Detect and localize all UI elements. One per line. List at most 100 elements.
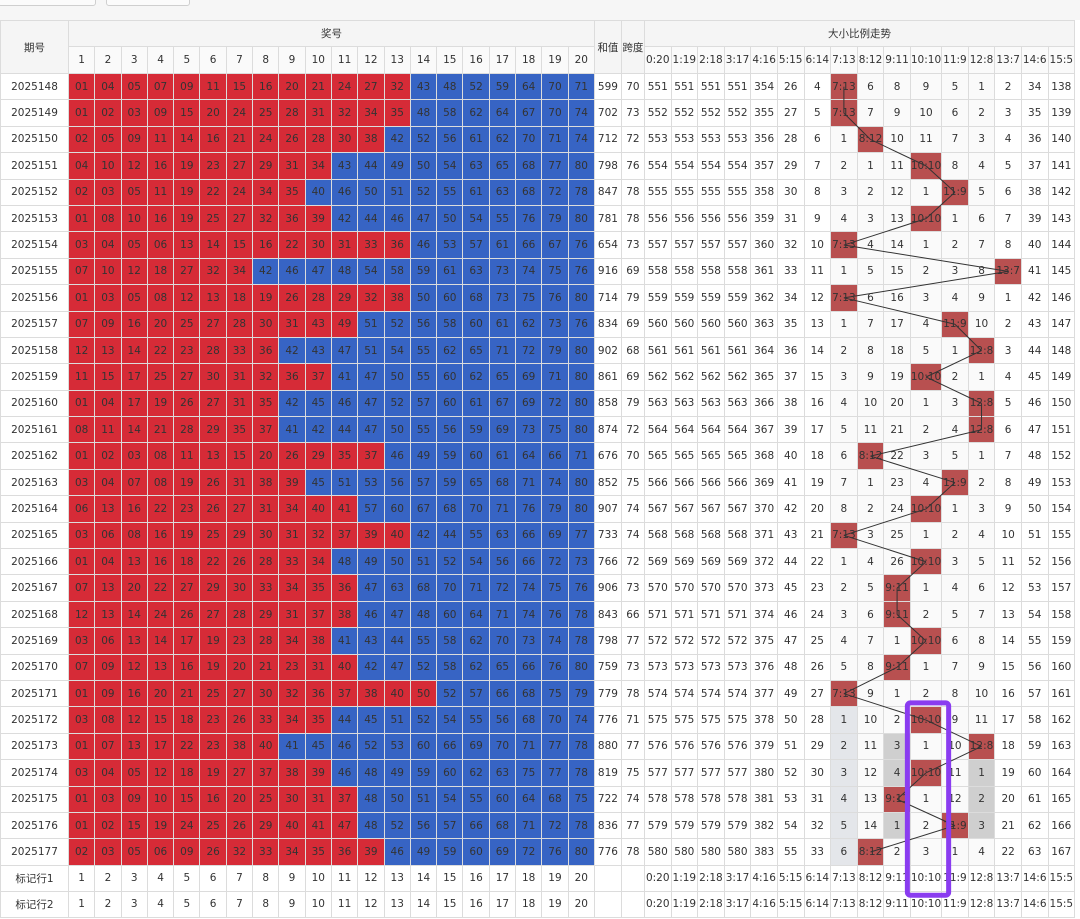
ratio-miss-cell: 37 xyxy=(776,363,805,391)
ratio-miss-cell: 567 xyxy=(723,495,752,523)
ratio-miss-cell: 40 xyxy=(776,442,805,470)
ratio-miss-cell: 10 xyxy=(967,310,996,338)
ball-number: 44 xyxy=(383,627,411,655)
ratio-miss-cell: 551 xyxy=(697,72,725,101)
ball-number: 44 xyxy=(357,152,385,180)
ball-number: 47 xyxy=(357,574,385,602)
ball-number: 52 xyxy=(462,72,490,101)
ball-number: 80 xyxy=(567,389,595,418)
ball-number: 74 xyxy=(515,257,543,286)
ratio-miss-cell: 7 xyxy=(994,442,1022,470)
draw-row: 2025157 07 09 16 20 25 27 28 30 31 43 49 51 52 56 58 60 6… xyxy=(0,310,1076,338)
marker-ball-cell: 19 xyxy=(541,890,569,918)
ball-number: 13 xyxy=(199,442,227,470)
ball-number: 59 xyxy=(409,257,438,286)
ball-column-header: 12 xyxy=(357,46,385,74)
ball-number: 17 xyxy=(120,389,148,418)
marker-ratio-cell: 13:7 xyxy=(994,890,1022,918)
ball-number: 15 xyxy=(173,99,201,127)
draw-row: 2025167 07 13 20 22 27 29 30 33 34 35 36 47 63 68 70 71 7… xyxy=(0,574,1076,602)
ratio-miss-cell: 572 xyxy=(723,627,752,655)
ratio-miss-cell: 559 xyxy=(697,284,725,312)
ratio-miss-cell: 5 xyxy=(830,416,858,444)
ratio-miss-cell: 2 xyxy=(856,178,885,206)
ball-number: 09 xyxy=(120,125,148,154)
ratio-miss-cell: 377 xyxy=(750,679,778,708)
ratio-miss-cell: 138 xyxy=(1047,72,1076,101)
ratio-miss-cell: 42 xyxy=(776,495,805,523)
ratio-miss-cell: 162 xyxy=(1047,706,1076,734)
ratio-miss-cell: 2 xyxy=(830,336,858,365)
ratio-miss-cell: 12 xyxy=(803,284,832,312)
ratio-miss-cell: 161 xyxy=(1047,679,1076,708)
ratio-miss-cell: 4 xyxy=(830,204,858,233)
sum-cell: 861 xyxy=(593,363,622,391)
ratio-miss-cell: 575 xyxy=(670,706,699,734)
ball-number: 29 xyxy=(199,574,227,602)
ratio-miss-cell: 578 xyxy=(643,785,672,813)
ball-number: 56 xyxy=(383,468,411,497)
ball-number: 41 xyxy=(304,811,332,840)
ratio-miss-cell: 7 xyxy=(967,231,996,259)
ball-number: 27 xyxy=(225,679,254,708)
ball-number: 70 xyxy=(462,495,490,523)
ratio-miss-cell: 1 xyxy=(941,838,969,866)
ball-number: 54 xyxy=(436,785,464,813)
ball-number: 26 xyxy=(199,838,227,866)
ball-number: 41 xyxy=(330,495,359,523)
ball-number: 16 xyxy=(120,495,148,523)
ball-number: 32 xyxy=(357,284,385,312)
ball-number: 40 xyxy=(252,732,280,761)
ball-number: 46 xyxy=(330,389,359,418)
marker-ball-cell: 14 xyxy=(409,890,438,918)
ratio-miss-cell: 6 xyxy=(941,627,969,655)
ball-number: 49 xyxy=(409,442,438,470)
ball-number: 76 xyxy=(541,653,569,681)
sum-cell: 852 xyxy=(593,468,622,497)
period-cell: 2025159 xyxy=(0,363,69,391)
ball-number: 13 xyxy=(173,231,201,259)
ball-number: 27 xyxy=(225,204,254,233)
ball-column-header: 9 xyxy=(278,46,306,74)
ratio-miss-cell: 5 xyxy=(856,574,885,602)
ball-number: 78 xyxy=(567,732,595,761)
span-cell: 73 xyxy=(620,99,645,127)
sum-cell: 906 xyxy=(593,574,622,602)
ball-number: 06 xyxy=(146,838,175,866)
ball-number: 31 xyxy=(278,521,306,550)
marker-ratio-cell: 5:15 xyxy=(776,864,805,892)
ball-number: 01 xyxy=(67,679,96,708)
ratio-miss-cell: 382 xyxy=(750,811,778,840)
ball-number: 62 xyxy=(462,627,490,655)
ball-number: 69 xyxy=(515,389,543,418)
ratio-miss-cell: 555 xyxy=(643,178,672,206)
ball-number: 20 xyxy=(225,653,254,681)
sum-cell: 781 xyxy=(593,204,622,233)
ratio-miss-cell: 558 xyxy=(723,257,752,286)
toolbar-button[interactable] xyxy=(0,0,96,6)
span-cell: 66 xyxy=(620,600,645,629)
ratio-miss-cell: 555 xyxy=(723,178,752,206)
ball-number: 71 xyxy=(488,600,517,629)
ball-number: 03 xyxy=(94,284,122,312)
ratio-miss-cell: 580 xyxy=(697,838,725,866)
ratio-miss-cell: 553 xyxy=(697,125,725,154)
ball-number: 22 xyxy=(146,574,175,602)
ball-number: 28 xyxy=(225,600,254,629)
period-cell: 2025156 xyxy=(0,284,69,312)
marker-ball-cell: 3 xyxy=(120,890,148,918)
ratio-miss-cell: 18 xyxy=(994,732,1022,761)
ratio-miss-cell: 556 xyxy=(697,204,725,233)
ratio-column-header: 0:20 xyxy=(643,46,672,74)
span-cell: 71 xyxy=(620,706,645,734)
ball-number: 20 xyxy=(278,72,306,101)
ball-number: 15 xyxy=(173,785,201,813)
ball-number: 34 xyxy=(278,838,306,866)
ratio-miss-cell: 562 xyxy=(723,363,752,391)
toolbar-button[interactable] xyxy=(106,0,190,6)
ratio-miss-cell: 13 xyxy=(856,785,885,813)
ball-number: 50 xyxy=(357,178,385,206)
ratio-miss-cell: 159 xyxy=(1047,627,1076,655)
ratio-miss-cell: 12 xyxy=(941,785,969,813)
ratio-miss-cell: 167 xyxy=(1047,838,1076,866)
